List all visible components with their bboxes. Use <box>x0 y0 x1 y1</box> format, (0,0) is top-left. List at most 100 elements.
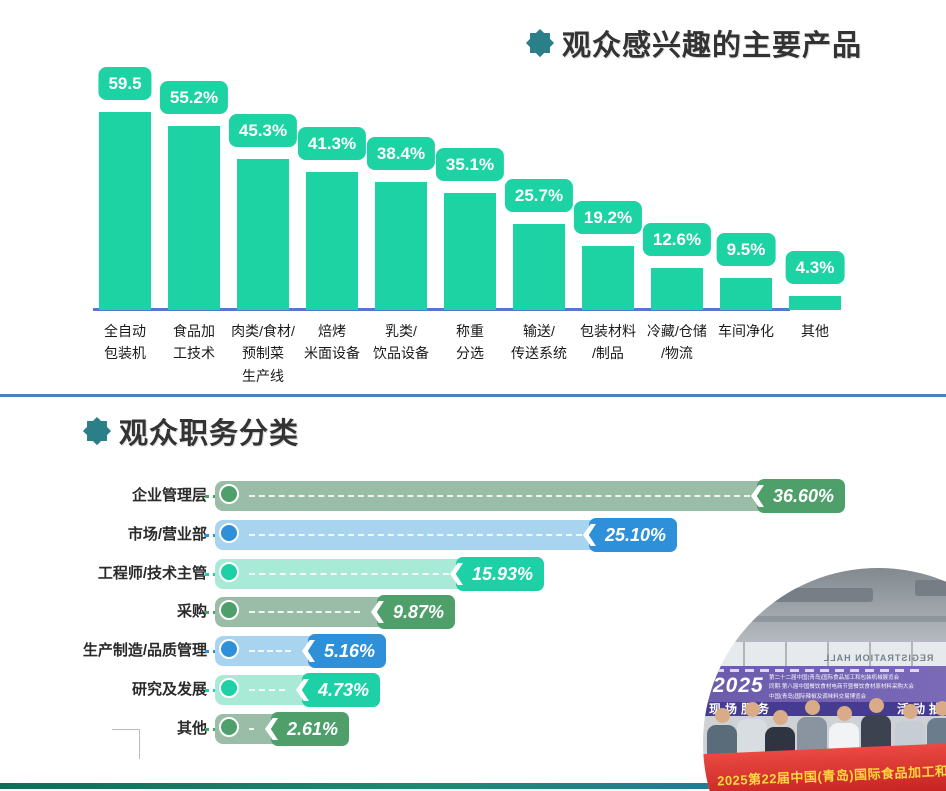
product-bar: 9.5% <box>716 233 776 310</box>
glass-mirrored-text: REGISTRATION HALL <box>822 653 934 663</box>
product-value-badge: 25.7% <box>504 179 574 212</box>
person-head <box>714 708 730 723</box>
role-row: 研究及发展 4.73% <box>0 673 946 707</box>
product-bar: 4.3% <box>785 251 845 310</box>
role-bar: 9.87% <box>215 595 455 629</box>
role-value-badge: 5.16% <box>301 634 386 668</box>
product-value-badge: 38.4% <box>366 137 436 170</box>
product-value-badge: 55.2% <box>159 81 229 114</box>
product-value-badge: 12.6% <box>642 223 712 256</box>
product-category-label: 车间净化 <box>718 323 774 339</box>
role-label: 企业管理层 <box>131 487 207 504</box>
leader-dots <box>205 650 217 653</box>
bar-start-dot <box>219 600 239 620</box>
bar-dashed-line <box>249 728 254 730</box>
products-section-title: 观众感兴趣的主要产品 <box>525 22 862 64</box>
role-bar: 36.60% <box>215 479 845 513</box>
bar-dashed-line <box>249 573 449 575</box>
bar-dashed-line <box>249 689 285 691</box>
leader-dots <box>205 495 217 498</box>
chevron-left-icon <box>295 679 309 701</box>
role-label: 研究及发展 <box>131 681 207 698</box>
role-value-badge: 4.73% <box>295 673 380 707</box>
photo-glass-wall: REGISTRATION HALL <box>703 642 946 666</box>
product-bar: 19.2% <box>573 201 643 310</box>
role-label: 其他 <box>176 720 207 737</box>
role-label: 市场/营业部 <box>127 526 207 543</box>
product-bar: 38.4% <box>366 137 436 310</box>
bar-dashed-line <box>249 611 360 613</box>
role-bar: 5.16% <box>215 634 386 668</box>
person-head <box>744 702 760 717</box>
role-row: 市场/营业部 25.10% <box>0 518 946 552</box>
star-burst-icon <box>82 416 112 446</box>
product-bar: 35.1% <box>435 148 505 310</box>
leader-dots <box>205 728 217 731</box>
product-category-label: 乳类/ 饮品设备 <box>373 323 429 362</box>
person-head <box>836 706 852 721</box>
role-bar: 15.93% <box>215 557 544 591</box>
banner-logos-row <box>715 669 925 672</box>
role-value-badge: 15.93% <box>449 557 544 591</box>
product-category-label: 其他 <box>801 323 829 339</box>
x-axis-line <box>93 308 790 311</box>
roles-title-text: 观众职务分类 <box>119 418 300 450</box>
bar-start-dot <box>219 678 239 698</box>
roles-section-title: 观众职务分类 <box>82 410 299 452</box>
event-photo: REGISTRATION HALL 2025 第二十二届中国(青岛)国际食品加工… <box>703 568 946 791</box>
product-category-label: 食品加 工技术 <box>173 323 215 362</box>
product-bar: 41.3% <box>297 127 367 310</box>
section-divider-rule <box>0 394 946 397</box>
leader-dots <box>205 689 217 692</box>
product-bar: 25.7% <box>504 179 574 310</box>
product-value-badge: 4.3% <box>785 251 845 284</box>
role-row: 工程师/技术主管 15.93% <box>0 557 946 591</box>
chevron-left-icon <box>449 563 463 585</box>
bar-dashed-line <box>249 495 750 497</box>
person-head <box>772 710 788 725</box>
product-category-label: 包装材料 /制品 <box>580 323 636 362</box>
person-head <box>902 704 918 719</box>
bar-dashed-line <box>249 534 582 536</box>
corner-bracket-decoration <box>112 729 140 759</box>
bar-start-dot <box>219 562 239 582</box>
role-bar: 2.61% <box>215 712 349 746</box>
product-value-badge: 41.3% <box>297 127 367 160</box>
product-value-badge: 35.1% <box>435 148 505 181</box>
product-category-label: 焙烤 米面设备 <box>304 323 360 362</box>
role-label: 采购 <box>176 603 207 620</box>
ceiling-vent <box>733 616 946 622</box>
red-banner-text: 2025第22届中国(青岛)国际食品加工和包装机械展览会-VI <box>716 758 946 789</box>
product-value-badge: 59.5 <box>98 67 152 100</box>
person-head <box>868 698 884 713</box>
role-bar: 4.73% <box>215 673 380 707</box>
product-category-label: 全自动 包装机 <box>104 323 146 362</box>
leader-dots <box>205 573 217 576</box>
bar-start-dot <box>219 484 239 504</box>
banner-year: 2025 <box>713 674 764 697</box>
product-value-badge: 45.3% <box>228 114 298 147</box>
chevron-left-icon <box>301 640 315 662</box>
product-value-badge: 9.5% <box>716 233 776 266</box>
role-value-badge: 36.60% <box>750 479 845 513</box>
product-bar: 59.5 <box>98 67 152 310</box>
role-label: 工程师/技术主管 <box>97 565 207 582</box>
role-bar: 25.10% <box>215 518 677 552</box>
leader-dots <box>205 611 217 614</box>
leader-dots <box>205 534 217 537</box>
bar-start-dot <box>219 717 239 737</box>
chevron-left-icon <box>582 524 596 546</box>
bar-dashed-line <box>249 650 291 652</box>
photo-ceiling <box>703 568 946 642</box>
role-label: 生产制造/品质管理 <box>82 642 207 659</box>
bottom-gradient-rule <box>0 783 946 789</box>
photo-expo-banner: 2025 第二十二届中国(青岛)国际食品加工和包装机械展览会 同期·第八届中国餐… <box>703 666 946 702</box>
ceiling-vent <box>763 588 873 602</box>
chevron-left-icon <box>750 485 764 507</box>
role-row: 其他 2.61% <box>0 712 946 746</box>
role-row: 企业管理层 36.60% <box>0 479 946 513</box>
product-bar: 12.6% <box>642 223 712 310</box>
